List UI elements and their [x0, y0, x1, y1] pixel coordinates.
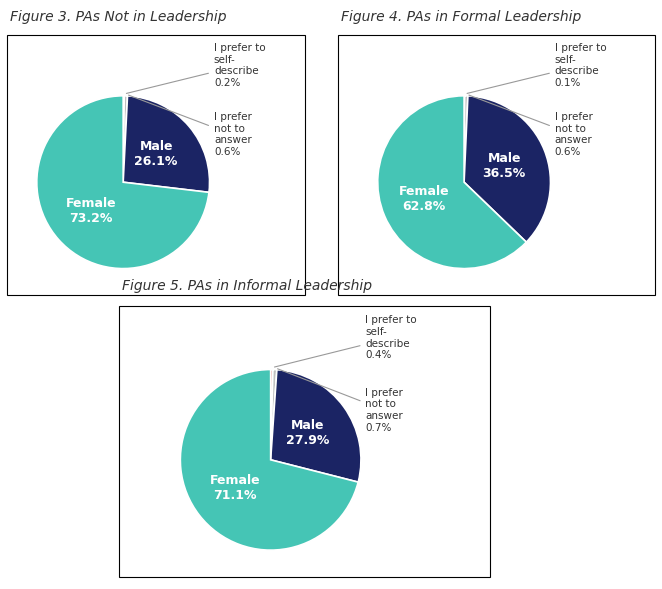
- Wedge shape: [271, 369, 277, 460]
- Text: Female
73.2%: Female 73.2%: [66, 197, 117, 225]
- Wedge shape: [123, 96, 124, 182]
- Wedge shape: [180, 369, 358, 550]
- Wedge shape: [37, 96, 209, 269]
- Wedge shape: [123, 96, 128, 182]
- Wedge shape: [464, 96, 551, 242]
- Text: Figure 3. PAs Not in Leadership: Figure 3. PAs Not in Leadership: [10, 9, 226, 24]
- Text: I prefer
not to
answer
0.6%: I prefer not to answer 0.6%: [469, 95, 592, 157]
- Text: Figure 5. PAs in Informal Leadership: Figure 5. PAs in Informal Leadership: [122, 279, 373, 293]
- Text: I prefer
not to
answer
0.6%: I prefer not to answer 0.6%: [128, 95, 252, 157]
- Wedge shape: [378, 96, 526, 269]
- Text: I prefer to
self-
describe
0.1%: I prefer to self- describe 0.1%: [467, 43, 606, 94]
- Text: Figure 4. PAs in Formal Leadership: Figure 4. PAs in Formal Leadership: [341, 9, 581, 24]
- Wedge shape: [464, 96, 468, 182]
- Text: Male
27.9%: Male 27.9%: [285, 419, 329, 448]
- Wedge shape: [271, 369, 273, 460]
- Wedge shape: [271, 370, 361, 482]
- Text: Male
26.1%: Male 26.1%: [134, 140, 178, 168]
- Text: Male
36.5%: Male 36.5%: [483, 152, 526, 180]
- Text: I prefer
not to
answer
0.7%: I prefer not to answer 0.7%: [277, 369, 403, 432]
- Wedge shape: [123, 96, 210, 193]
- Text: Female
71.1%: Female 71.1%: [210, 474, 260, 501]
- Text: I prefer to
self-
describe
0.2%: I prefer to self- describe 0.2%: [126, 43, 265, 94]
- Text: Female
62.8%: Female 62.8%: [399, 185, 449, 213]
- Text: I prefer to
self-
describe
0.4%: I prefer to self- describe 0.4%: [275, 316, 417, 367]
